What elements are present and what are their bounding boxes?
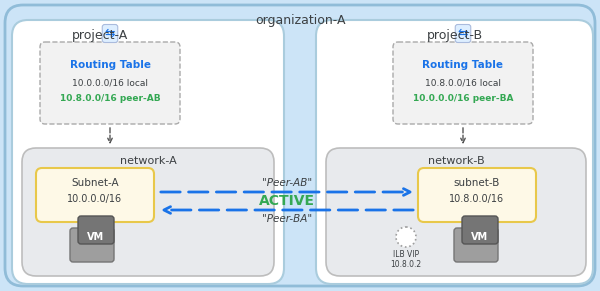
Text: network-B: network-B — [428, 156, 484, 166]
FancyBboxPatch shape — [70, 228, 114, 262]
FancyBboxPatch shape — [5, 5, 595, 286]
Text: Subnet-A: Subnet-A — [71, 178, 119, 188]
Text: Routing Table: Routing Table — [70, 60, 151, 70]
FancyBboxPatch shape — [454, 228, 498, 262]
Text: VM: VM — [472, 232, 488, 242]
Text: organization-A: organization-A — [255, 14, 345, 27]
Text: 10.0.0.0/16: 10.0.0.0/16 — [67, 194, 122, 204]
Text: project-A: project-A — [72, 29, 128, 42]
Text: "Peer-BA": "Peer-BA" — [262, 214, 312, 224]
FancyBboxPatch shape — [36, 168, 154, 222]
Text: network-A: network-A — [119, 156, 176, 166]
Text: 10.0.0.0/16 peer-BA: 10.0.0.0/16 peer-BA — [413, 94, 513, 103]
FancyBboxPatch shape — [40, 42, 180, 124]
Text: ILB VIP
10.8.0.2: ILB VIP 10.8.0.2 — [391, 250, 422, 269]
Text: 10.0.0.0/16 local: 10.0.0.0/16 local — [72, 78, 148, 87]
FancyBboxPatch shape — [393, 42, 533, 124]
Text: subnet-B: subnet-B — [454, 178, 500, 188]
Text: 10.8.0.0/16: 10.8.0.0/16 — [449, 194, 505, 204]
Text: 10.8.0.0/16 peer-AB: 10.8.0.0/16 peer-AB — [59, 94, 160, 103]
FancyBboxPatch shape — [12, 20, 284, 284]
Text: ⇆: ⇆ — [105, 27, 115, 40]
Circle shape — [396, 227, 416, 247]
Text: ⇆: ⇆ — [458, 27, 468, 40]
Text: "Peer-AB": "Peer-AB" — [262, 178, 312, 188]
Text: 10.8.0.0/16 local: 10.8.0.0/16 local — [425, 78, 501, 87]
Text: ACTIVE: ACTIVE — [259, 194, 315, 208]
FancyBboxPatch shape — [418, 168, 536, 222]
FancyBboxPatch shape — [78, 216, 114, 244]
FancyBboxPatch shape — [22, 148, 274, 276]
FancyBboxPatch shape — [316, 20, 593, 284]
FancyBboxPatch shape — [326, 148, 586, 276]
Text: project-B: project-B — [427, 29, 483, 42]
Text: Routing Table: Routing Table — [422, 60, 503, 70]
Text: VM: VM — [88, 232, 104, 242]
FancyBboxPatch shape — [462, 216, 498, 244]
